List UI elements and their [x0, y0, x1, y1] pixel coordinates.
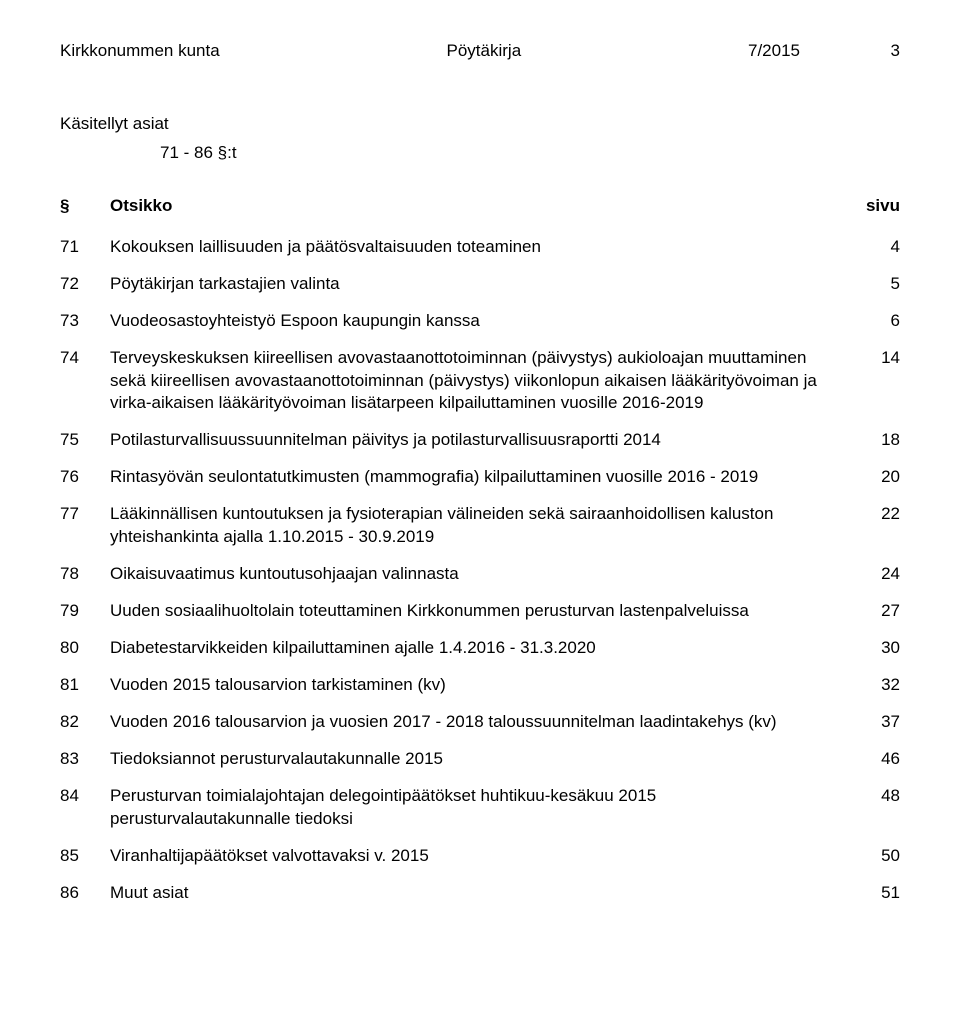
toc-row: 76Rintasyövän seulontatutkimusten (mammo…: [60, 466, 900, 489]
toc-page: 37: [850, 711, 900, 734]
toc-row: 75Potilasturvallisuussuunnitelman päivit…: [60, 429, 900, 452]
toc-title: Potilasturvallisuussuunnitelman päivitys…: [110, 429, 850, 452]
toc-num: 73: [60, 310, 110, 333]
toc-page: 20: [850, 466, 900, 489]
toc-page: 32: [850, 674, 900, 697]
toc-title: Viranhaltijapäätökset valvottavaksi v. 2…: [110, 845, 850, 868]
toc-header-row: § Otsikko sivu: [60, 195, 900, 218]
toc-num: 84: [60, 785, 110, 808]
toc-row: 71Kokouksen laillisuuden ja päätösvaltai…: [60, 236, 900, 259]
toc-header-page: sivu: [850, 195, 900, 218]
toc-page: 50: [850, 845, 900, 868]
header-org: Kirkkonummen kunta: [60, 40, 220, 63]
toc-page: 30: [850, 637, 900, 660]
header-page-number: 3: [860, 40, 900, 63]
toc-num: 78: [60, 563, 110, 586]
toc-page: 6: [850, 310, 900, 333]
section-subheading: 71 - 86 §:t: [160, 142, 900, 165]
toc-title: Vuoden 2016 talousarvion ja vuosien 2017…: [110, 711, 850, 734]
toc-page: 14: [850, 347, 900, 370]
toc-row: 78Oikaisuvaatimus kuntoutusohjaajan vali…: [60, 563, 900, 586]
toc-row: 73Vuodeosastoyhteistyö Espoon kaupungin …: [60, 310, 900, 333]
toc-num: 85: [60, 845, 110, 868]
toc-page: 24: [850, 563, 900, 586]
toc-row: 79Uuden sosiaalihuoltolain toteuttaminen…: [60, 600, 900, 623]
toc-num: 77: [60, 503, 110, 526]
toc-num: 71: [60, 236, 110, 259]
toc-title: Terveyskeskuksen kiireellisen avovastaan…: [110, 347, 850, 416]
toc-num: 83: [60, 748, 110, 771]
toc-title: Vuoden 2015 talousarvion tarkistaminen (…: [110, 674, 850, 697]
toc-row: 84Perusturvan toimialajohtajan delegoint…: [60, 785, 900, 831]
toc-row: 72Pöytäkirjan tarkastajien valinta5: [60, 273, 900, 296]
toc-page: 18: [850, 429, 900, 452]
toc-num: 81: [60, 674, 110, 697]
document-header: Kirkkonummen kunta Pöytäkirja 7/2015 3: [60, 40, 900, 63]
toc-page: 48: [850, 785, 900, 808]
toc-row: 86Muut asiat51: [60, 882, 900, 905]
toc-page: 27: [850, 600, 900, 623]
toc-row: 81Vuoden 2015 talousarvion tarkistaminen…: [60, 674, 900, 697]
toc-num: 86: [60, 882, 110, 905]
toc-list: 71Kokouksen laillisuuden ja päätösvaltai…: [60, 236, 900, 905]
toc-title: Rintasyövän seulontatutkimusten (mammogr…: [110, 466, 850, 489]
toc-num: 79: [60, 600, 110, 623]
toc-num: 76: [60, 466, 110, 489]
toc-num: 72: [60, 273, 110, 296]
toc-title: Kokouksen laillisuuden ja päätösvaltaisu…: [110, 236, 850, 259]
header-doc-number: 7/2015: [748, 40, 800, 63]
toc-title: Lääkinnällisen kuntoutuksen ja fysiotera…: [110, 503, 850, 549]
toc-page: 22: [850, 503, 900, 526]
header-doc-type: Pöytäkirja: [447, 40, 522, 63]
toc-title: Diabetestarvikkeiden kilpailuttaminen aj…: [110, 637, 850, 660]
toc-num: 74: [60, 347, 110, 370]
toc-header-num: §: [60, 195, 110, 218]
toc-header-title: Otsikko: [110, 195, 850, 218]
toc-row: 82Vuoden 2016 talousarvion ja vuosien 20…: [60, 711, 900, 734]
toc-page: 46: [850, 748, 900, 771]
toc-title: Muut asiat: [110, 882, 850, 905]
section-heading: Käsitellyt asiat: [60, 113, 900, 136]
toc-title: Tiedoksiannot perusturvalautakunnalle 20…: [110, 748, 850, 771]
toc-num: 75: [60, 429, 110, 452]
toc-row: 85Viranhaltijapäätökset valvottavaksi v.…: [60, 845, 900, 868]
toc-row: 83Tiedoksiannot perusturvalautakunnalle …: [60, 748, 900, 771]
toc-num: 80: [60, 637, 110, 660]
toc-title: Vuodeosastoyhteistyö Espoon kaupungin ka…: [110, 310, 850, 333]
toc-row: 77Lääkinnällisen kuntoutuksen ja fysiote…: [60, 503, 900, 549]
toc-title: Uuden sosiaalihuoltolain toteuttaminen K…: [110, 600, 850, 623]
toc-row: 80Diabetestarvikkeiden kilpailuttaminen …: [60, 637, 900, 660]
toc-title: Pöytäkirjan tarkastajien valinta: [110, 273, 850, 296]
toc-page: 51: [850, 882, 900, 905]
toc-page: 4: [850, 236, 900, 259]
toc-title: Perusturvan toimialajohtajan delegointip…: [110, 785, 850, 831]
toc-num: 82: [60, 711, 110, 734]
toc-row: 74Terveyskeskuksen kiireellisen avovasta…: [60, 347, 900, 416]
toc-page: 5: [850, 273, 900, 296]
toc-title: Oikaisuvaatimus kuntoutusohjaajan valinn…: [110, 563, 850, 586]
